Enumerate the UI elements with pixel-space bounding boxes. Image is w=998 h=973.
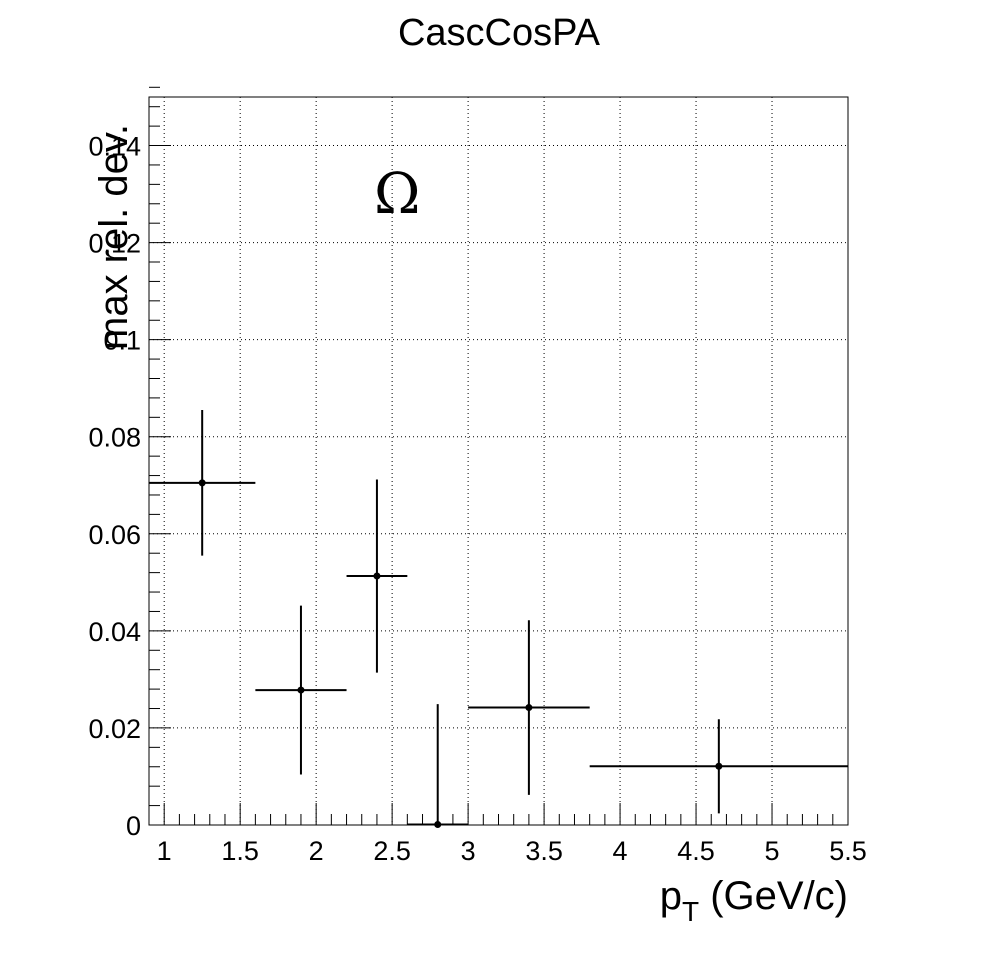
axes <box>148 86 849 826</box>
x-axis-label: pT (GeV/c) <box>660 874 848 928</box>
data-marker <box>198 479 206 487</box>
x-axis-label-unit: (GeV/c) <box>699 874 848 918</box>
data-marker <box>297 686 305 694</box>
particle-annotation: Ω <box>374 162 421 227</box>
x-tick-label: 5 <box>765 836 780 866</box>
chart-title: CascCosPA <box>397 12 601 54</box>
x-tick-label: 1.5 <box>221 836 259 866</box>
x-axis-label-base: p <box>659 874 682 918</box>
x-axis-label-sub: T <box>681 896 700 927</box>
y-tick-label: 0.02 <box>88 714 141 744</box>
x-tick-label: 5.5 <box>829 836 867 866</box>
y-tick-label: 0.06 <box>88 520 141 550</box>
data-point <box>346 479 408 673</box>
data-marker <box>715 762 723 770</box>
data-point <box>149 410 256 556</box>
data-point <box>468 620 590 795</box>
data-marker <box>373 572 381 580</box>
y-tick-label: 0.08 <box>88 423 141 453</box>
data-marker <box>434 821 442 829</box>
tick-labels: 1 1.5 2 2.5 3 3.5 4 4.5 5 5.5 0 0.02 0.04 0.06 0.08 0.1… <box>88 132 866 866</box>
x-tick-label: 3.5 <box>525 836 563 866</box>
data-point <box>407 704 469 829</box>
y-tick-label: 0.04 <box>88 617 141 647</box>
y-axis-label: max rel. dev. <box>92 124 136 350</box>
x-tick-label: 3 <box>461 836 476 866</box>
x-tick-label: 4.5 <box>677 836 715 866</box>
x-tick-label: 2 <box>309 836 324 866</box>
plot-frame <box>148 96 849 826</box>
data-point <box>255 605 347 775</box>
data-point <box>589 719 848 814</box>
y-tick-label: 0 <box>126 811 141 841</box>
x-tick-label: 4 <box>613 836 628 866</box>
data-marker <box>525 704 533 712</box>
y-tick-label: 0.14 <box>88 132 141 162</box>
data-points <box>149 410 848 829</box>
grid-lines <box>149 97 849 826</box>
x-tick-label: 1 <box>157 836 172 866</box>
y-tick-label: 0.1 <box>103 326 141 356</box>
y-tick-label: 0.12 <box>88 229 141 259</box>
x-tick-label: 2.5 <box>373 836 411 866</box>
